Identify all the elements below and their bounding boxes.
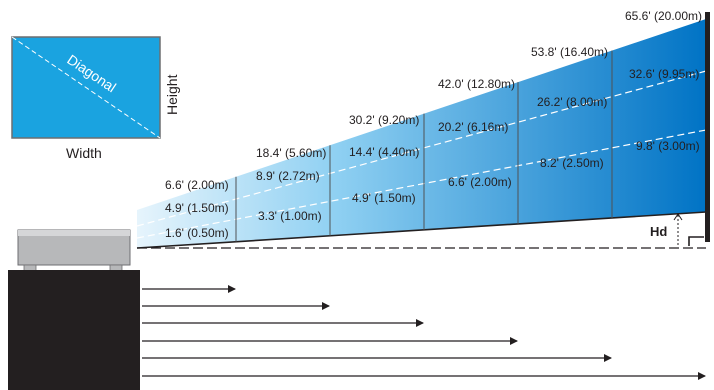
projector-stand [8,270,140,390]
hd-arrow-up-icon [673,213,683,221]
projector-top-highlight [18,230,130,236]
diagonal-value-label: 42.0' (12.80m) [438,77,515,91]
wall-corner-bracket [688,236,704,246]
width-value-label: 4.9' (1.50m) [165,201,229,215]
width-value-label: 32.6' (9.95m) [629,67,699,81]
hd-label: Hd [650,224,667,239]
diagonal-value-label: 53.8' (16.40m) [531,45,608,59]
width-value-label: 26.2' (8.00m) [537,95,607,109]
distance-value-label: 6.6' (2.00m) [448,175,512,189]
height-label: Height [164,74,180,115]
distance-value-label: 4.9' (1.50m) [352,191,416,205]
width-value-label: 20.2' (6.16m) [438,120,508,134]
beam-guide-line-lower [136,129,707,239]
diagonal-value-label: 65.6' (20.00m) [625,9,702,23]
diagonal-value-label: 6.6' (2.00m) [165,178,229,192]
diagonal-value-label: 18.4' (5.60m) [256,146,326,160]
screen-size-icon: Diagonal Height Width [11,36,180,161]
distance-value-label: 9.8' (3.00m) [636,139,700,153]
throw-distance-arrows [142,285,706,380]
beam-area [137,19,706,248]
width-value-label: 14.4' (4.40m) [349,145,419,159]
wall-screen [705,12,710,242]
diagonal-dashed-line [11,36,161,139]
distance-value-label: 1.6' (0.50m) [165,226,229,240]
measurement-labels: 6.6' (2.00m) 4.9' (1.50m) 1.6' (0.50m) 18.4… [165,9,702,240]
projector-icon [8,229,140,390]
screen-position-dividers [235,50,613,242]
projection-beam [136,19,707,249]
hd-offset-indicator: Hd [650,213,683,245]
diagonal-value-label: 30.2' (9.20m) [349,113,419,127]
distance-value-label: 3.3' (1.00m) [258,209,322,223]
distance-value-label: 8.2' (2.50m) [540,156,604,170]
width-label: Width [66,145,102,161]
width-value-label: 8.9' (2.72m) [256,169,320,183]
beam-bottom-edge [136,211,707,249]
